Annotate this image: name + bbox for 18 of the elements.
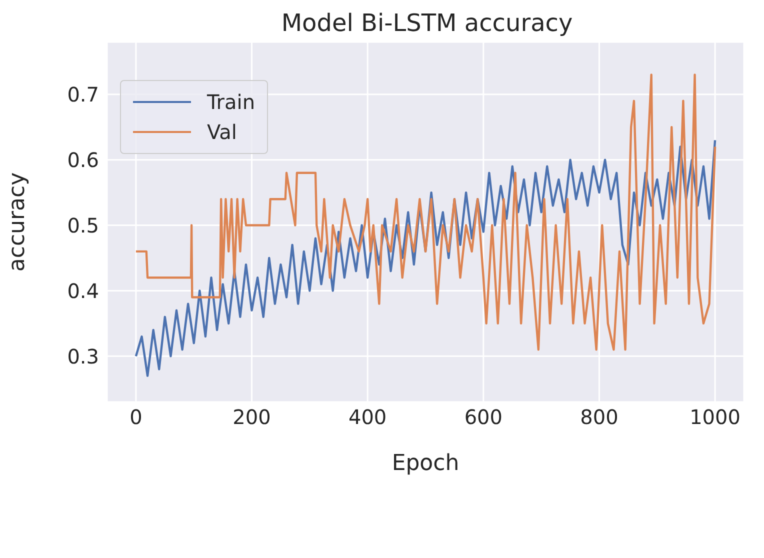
line-series <box>134 74 716 351</box>
y-tick-label: 0.5 <box>67 213 99 238</box>
y-axis-title: accuracy <box>4 172 30 272</box>
y-tick-label: 0.3 <box>67 344 99 368</box>
x-tick-label: 800 <box>580 405 618 430</box>
x-tick-label: 600 <box>464 405 503 430</box>
y-tick-label: 0.7 <box>67 82 99 106</box>
legend-label: Val <box>207 120 237 144</box>
x-tick-label: 1000 <box>690 405 740 430</box>
y-tick-label: 0.4 <box>67 278 99 303</box>
legend-label: Train <box>207 90 255 114</box>
x-tick-label: 400 <box>348 405 387 430</box>
x-tick-label: 0 <box>130 405 142 430</box>
y-tick-label: 0.6 <box>67 148 99 172</box>
line-series <box>134 139 716 377</box>
x-tick-label: 200 <box>232 405 271 430</box>
chart-title: Model Bi-LSTM accuracy <box>280 8 574 38</box>
x-axis-title: Epoch <box>392 451 460 476</box>
